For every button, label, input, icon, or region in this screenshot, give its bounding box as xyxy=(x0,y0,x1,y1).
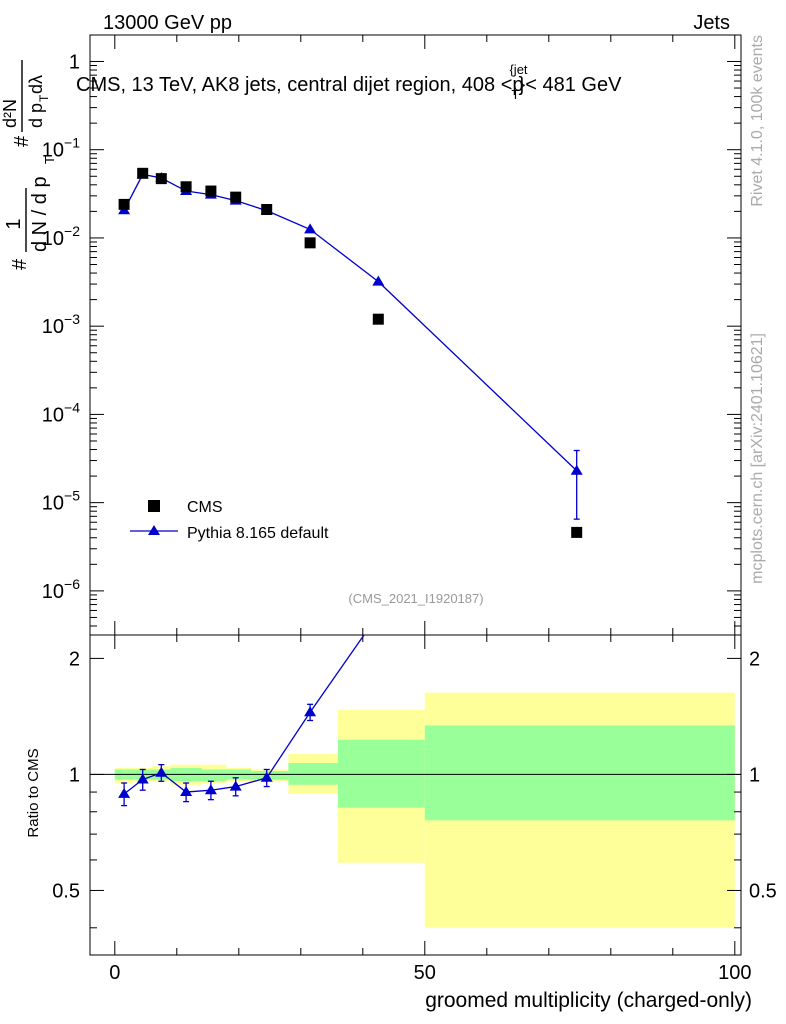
ratio-point xyxy=(304,706,317,717)
side-note-bottom: mcplots.cern.ch [arXiv:2401.10621] xyxy=(749,333,766,584)
ratio-y-tick-label-left: 2 xyxy=(69,648,80,670)
data-point xyxy=(205,185,217,197)
ylabel-frac2-num: d²N xyxy=(0,99,20,128)
y-tick-label: 1 xyxy=(69,51,80,73)
ratio-point xyxy=(180,786,193,797)
x-tick-label: 50 xyxy=(414,962,436,984)
legend-data-marker xyxy=(148,500,160,512)
ratio-y-tick-label-right: 2 xyxy=(749,648,760,670)
x-tick-label: 0 xyxy=(109,962,120,984)
ylabel-frac1-num: 1 xyxy=(3,218,25,229)
ylabel-frac1-den: d N / d p xyxy=(29,176,51,252)
ratio-y-tick-label-left: 0.5 xyxy=(52,880,80,902)
ratio-band-inner-bin xyxy=(424,725,735,821)
ylabel-mid: # xyxy=(11,135,33,147)
data-point xyxy=(571,526,583,538)
ratio-line xyxy=(123,635,365,795)
data-point xyxy=(155,173,167,185)
legend-mc-marker xyxy=(148,525,160,535)
title-sup: {jet xyxy=(509,62,527,77)
data-point xyxy=(372,313,384,325)
y-tick-label: 10−5 xyxy=(42,488,80,515)
mc-markers xyxy=(118,168,583,475)
side-note-top: Rivet 4.1.0, 100k events xyxy=(749,35,766,207)
mc-point xyxy=(570,464,583,475)
title-prefix: CMS, 13 TeV, AK8 jets, central dijet reg… xyxy=(76,74,512,96)
ratio-y-tick-label-left: 1 xyxy=(69,764,80,786)
ratio-axis-ticks xyxy=(90,635,741,955)
ratio-y-tick-labels: 0.5 0.5 1 1 2 2 xyxy=(52,648,777,902)
ratio-frame xyxy=(89,634,742,956)
ylabel-pre: # xyxy=(9,258,31,270)
main-y-tick-labels: 1 10−1 10−2 10−3 10−4 10−5 10−6 xyxy=(42,51,80,602)
data-point xyxy=(230,191,242,203)
mc-error-bars xyxy=(573,449,580,520)
mc-series-line xyxy=(123,173,578,472)
ratio-y-tick-label-right: 0.5 xyxy=(749,880,777,902)
ratio-point xyxy=(155,766,168,777)
y-tick-label: 10−3 xyxy=(42,311,80,338)
ratio-point xyxy=(136,773,149,784)
ratio-y-label: Ratio to CMS xyxy=(25,748,42,837)
ratio-y-tick-label-right: 1 xyxy=(749,764,760,786)
y-tick-label: 10−6 xyxy=(42,576,80,603)
ratio-band-inner-bin xyxy=(251,771,289,780)
y-tick-label: 10−1 xyxy=(42,135,80,162)
data-point xyxy=(304,237,316,249)
data-point xyxy=(137,167,149,179)
main-axis-ticks xyxy=(90,35,741,635)
ratio-panel: 0.5 0.5 1 1 2 2 0 50 100 xyxy=(52,634,777,984)
y-tick-label: 10−4 xyxy=(42,399,80,426)
x-tick-labels: 0 50 100 xyxy=(109,962,751,984)
ylabel-frac2-den: d p xyxy=(26,103,46,128)
ratio-markers xyxy=(118,706,317,798)
ratio-band-inner-bin xyxy=(201,769,227,782)
header-left: 13000 GeV pp xyxy=(103,12,232,34)
mc-point xyxy=(304,223,317,234)
ratio-band-inner-bin xyxy=(338,739,425,808)
title-p: p xyxy=(512,74,523,96)
main-y-label: # 1 d N / d p T # d²N d p T dλ xyxy=(0,60,57,270)
ratio-error-bars xyxy=(121,703,314,807)
y-tick-label: 10−2 xyxy=(42,223,80,250)
x-axis-label: groomed multiplicity (charged-only) xyxy=(425,989,752,1012)
title-suffix: }< 481 GeV xyxy=(519,74,623,96)
x-tick-label: 100 xyxy=(718,962,751,984)
ylabel-frac2-den-post: dλ xyxy=(26,75,46,94)
legend: CMS Pythia 8.165 default xyxy=(130,499,329,542)
title-sub: T xyxy=(512,87,520,102)
ratio-point xyxy=(229,780,242,791)
legend-mc-label: Pythia 8.165 default xyxy=(187,525,329,542)
plot-title: CMS, 13 TeV, AK8 jets, central dijet reg… xyxy=(76,62,622,102)
legend-data-label: CMS xyxy=(187,499,223,516)
ratio-point xyxy=(204,784,217,795)
ratio-point xyxy=(118,787,131,798)
analysis-id: (CMS_2021_I1920187) xyxy=(348,591,483,606)
main-frame xyxy=(89,34,742,636)
data-point xyxy=(180,181,192,193)
ylabel-frac1-den-sub: T xyxy=(42,156,57,164)
header-right: Jets xyxy=(693,12,730,34)
mc-point xyxy=(372,275,385,286)
ratio-point xyxy=(260,771,273,782)
main-panel: 1 10−1 10−2 10−3 10−4 10−5 10−6 xyxy=(42,34,742,636)
data-point xyxy=(118,198,130,210)
data-markers xyxy=(118,167,583,538)
ratio-band-inner xyxy=(114,725,735,821)
ylabel-frac2-den-sub: T xyxy=(37,94,51,102)
data-point xyxy=(261,204,273,216)
